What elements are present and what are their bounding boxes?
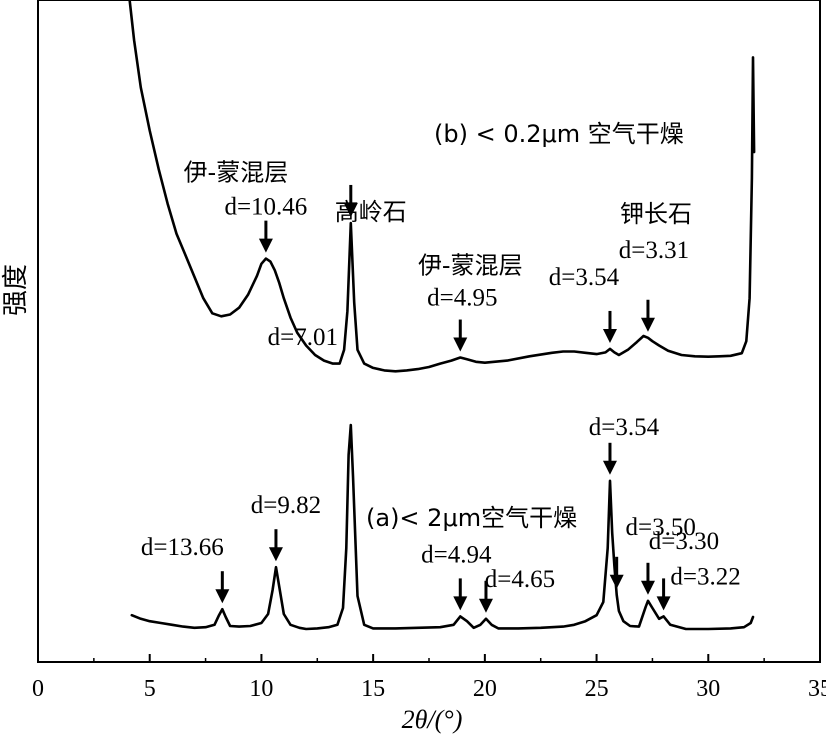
- arrow-head: [602, 328, 617, 343]
- annotation-label: d=13.66: [141, 534, 224, 561]
- x-tick-label: 20: [473, 676, 497, 702]
- y-axis-title: 强度: [1, 264, 30, 316]
- x-tick-label: 5: [144, 676, 156, 702]
- x-tick-label: 15: [361, 676, 385, 702]
- series-a-label: (a)< 2μm空气干燥: [366, 504, 577, 532]
- x-tick-label: 10: [249, 676, 273, 702]
- annotation-label: d=9.82: [251, 492, 321, 519]
- annotation-label: d=3.30: [649, 528, 719, 555]
- annotation-label: 钾长石: [620, 200, 692, 228]
- arrow-head: [268, 547, 283, 562]
- series-b-line: [128, 0, 756, 373]
- annotation-label: d=7.01: [268, 324, 338, 351]
- annotation-label: d=3.54: [589, 414, 660, 441]
- annotation-label: d=3.54: [549, 264, 620, 291]
- arrow-head: [640, 317, 655, 332]
- series-b-label: (b) < 0.2μm 空气干燥: [434, 120, 684, 148]
- arrow-head: [258, 238, 273, 253]
- arrow-head: [215, 589, 230, 604]
- series-a-line: [130, 423, 755, 631]
- annotation-label: 伊-蒙混层: [418, 252, 523, 280]
- arrow-head: [602, 460, 617, 475]
- arrow-head: [453, 596, 468, 611]
- labels-group: 伊-蒙混层 d=10.46 高岭石 d=7.01 伊-蒙混层 d=4.95 d=3.54 钾长…: [141, 159, 741, 593]
- annotation-label: d=4.65: [485, 566, 555, 593]
- annotation-label: d=3.22: [670, 563, 740, 590]
- arrow-head: [640, 580, 655, 595]
- arrow-head: [656, 596, 671, 611]
- arrow-head: [478, 598, 493, 613]
- annotation-label: 高岭石: [335, 198, 407, 226]
- series-group: [128, 0, 756, 631]
- annotation-label: d=4.94: [421, 541, 492, 568]
- x-tick-label: 25: [585, 676, 609, 702]
- x-axis-title: 2θ/(°): [402, 705, 463, 734]
- arrow-head: [453, 337, 468, 352]
- annotation-label: 伊-蒙混层: [184, 159, 289, 187]
- annotation-label: d=10.46: [224, 194, 307, 221]
- annotation-label: d=4.95: [427, 285, 497, 312]
- x-axis: 0 5 10 15 20 25 30 35: [32, 654, 826, 702]
- annotation-label: d=3.31: [619, 237, 689, 264]
- arrow-head: [343, 202, 358, 217]
- arrows-group: [215, 184, 671, 613]
- x-tick-label: 30: [696, 676, 720, 702]
- arrow-head: [609, 574, 624, 589]
- x-tick-label: 35: [808, 676, 826, 702]
- x-tick-label: 0: [32, 676, 44, 702]
- annotation-label: d=3.50: [626, 514, 696, 541]
